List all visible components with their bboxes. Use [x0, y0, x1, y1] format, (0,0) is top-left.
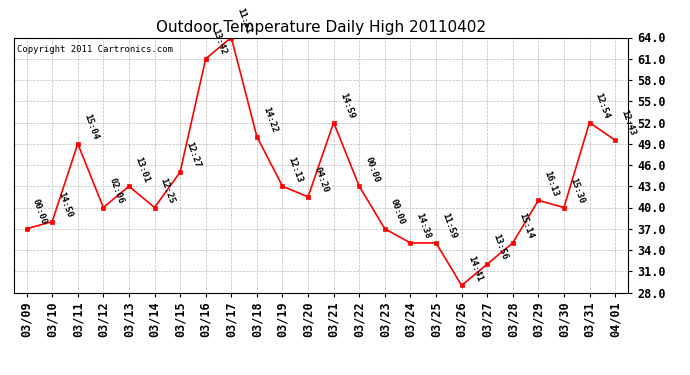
Text: 14:41: 14:41 [466, 254, 484, 283]
Text: 14:50: 14:50 [57, 190, 74, 219]
Text: 00:00: 00:00 [389, 198, 406, 226]
Text: Copyright 2011 Cartronics.com: Copyright 2011 Cartronics.com [17, 45, 172, 54]
Text: 12:43: 12:43 [619, 109, 637, 137]
Title: Outdoor Temperature Daily High 20110402: Outdoor Temperature Daily High 20110402 [156, 20, 486, 35]
Text: 15:30: 15:30 [568, 176, 586, 205]
Text: 12:27: 12:27 [184, 141, 202, 169]
Text: 15:14: 15:14 [517, 212, 535, 240]
Text: 13:42: 13:42 [210, 28, 228, 56]
Text: 12:13: 12:13 [286, 155, 304, 183]
Text: 00:00: 00:00 [31, 198, 48, 226]
Text: 00:00: 00:00 [364, 155, 381, 183]
Text: 02:06: 02:06 [108, 176, 125, 205]
Text: 11:59: 11:59 [440, 212, 457, 240]
Text: 12:25: 12:25 [159, 176, 177, 205]
Text: 11:51: 11:51 [235, 6, 253, 35]
Text: 13:56: 13:56 [491, 233, 509, 261]
Text: 14:59: 14:59 [338, 92, 355, 120]
Text: 15:04: 15:04 [82, 112, 99, 141]
Text: 04:20: 04:20 [312, 166, 330, 194]
Text: 13:01: 13:01 [133, 155, 150, 183]
Text: 14:22: 14:22 [261, 105, 279, 134]
Text: 16:13: 16:13 [542, 169, 560, 198]
Text: 14:38: 14:38 [415, 212, 432, 240]
Text: 12:54: 12:54 [593, 92, 611, 120]
